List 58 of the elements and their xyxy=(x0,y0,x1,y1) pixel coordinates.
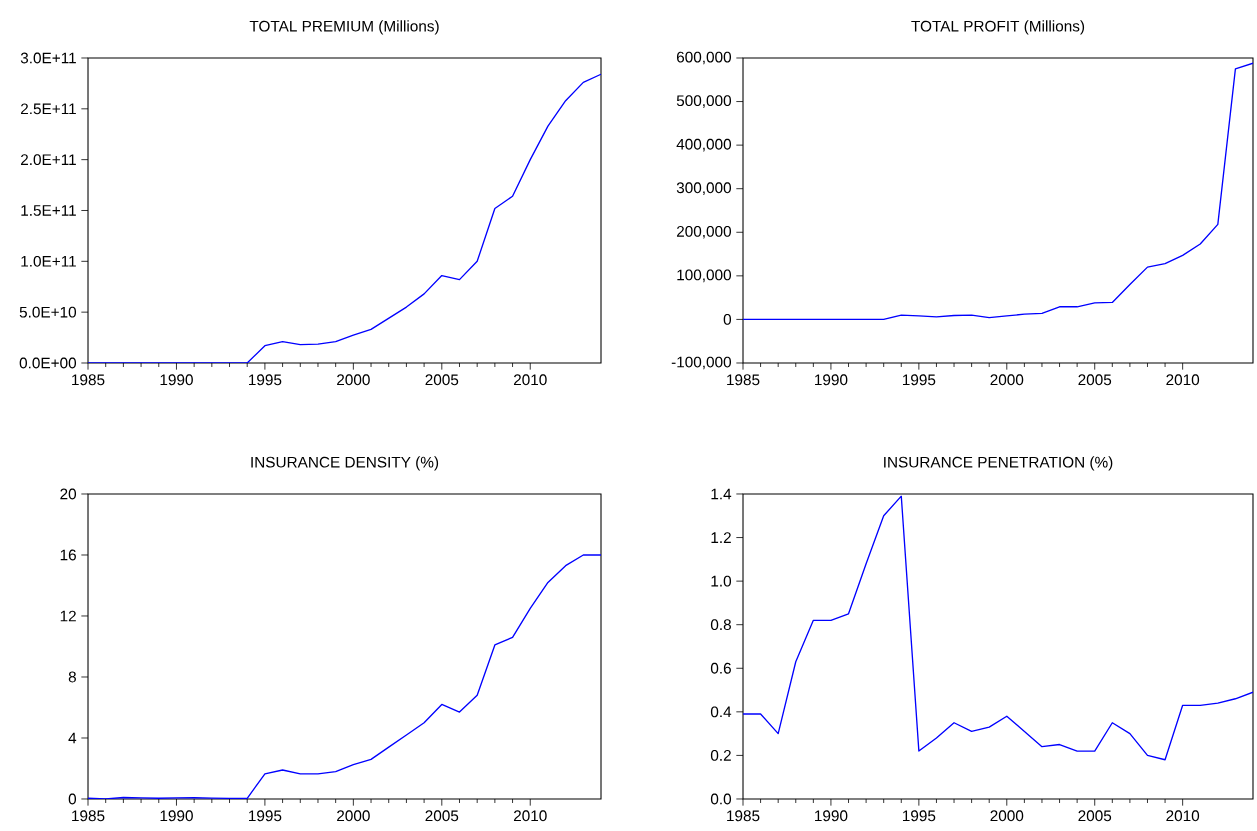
y-tick-label: 20 xyxy=(60,488,77,500)
y-tick-label: 0.0E+00 xyxy=(19,357,77,369)
y-tick-label: 16 xyxy=(60,549,76,561)
y-tick-label: 0.0 xyxy=(710,793,732,805)
y-tick-label: 0.4 xyxy=(710,706,732,718)
x-tick-label: 2010 xyxy=(513,810,547,822)
x-tick-label: 2005 xyxy=(1078,374,1112,386)
y-tick-label: 0.6 xyxy=(710,662,731,674)
x-tick-label: 1995 xyxy=(249,810,282,822)
x-tick-label: 2000 xyxy=(990,810,1024,822)
x-tick-label: 1990 xyxy=(160,374,193,386)
y-tick-label: 1.5E+11 xyxy=(21,205,76,216)
x-tick-label: 2000 xyxy=(337,810,370,822)
y-tick-label: 100,000 xyxy=(677,269,732,283)
y-tick-label: 2.5E+11 xyxy=(21,103,76,115)
y-tick-label: 0 xyxy=(723,313,732,325)
chart-title: TOTAL PREMIUM (Millions) xyxy=(249,20,439,35)
y-tick-label: 200,000 xyxy=(676,225,732,239)
x-tick-label: 2010 xyxy=(1166,810,1200,822)
x-tick-label: 2010 xyxy=(513,374,547,386)
y-tick-label: 300,000 xyxy=(676,182,732,196)
y-tick-label: 8 xyxy=(68,671,76,683)
y-tick-label: 400,000 xyxy=(676,138,732,152)
y-tick-label: 0.8 xyxy=(710,619,731,631)
y-tick-label: 500,000 xyxy=(676,95,732,108)
x-tick-label: 1995 xyxy=(249,374,282,386)
y-tick-label: 12 xyxy=(60,610,76,622)
x-tick-label: 2000 xyxy=(337,374,370,386)
x-tick-label: 1990 xyxy=(160,810,193,822)
chart-title: INSURANCE DENSITY (%) xyxy=(251,456,439,471)
y-tick-label: 4 xyxy=(68,732,77,744)
y-tick-label: 1.0 xyxy=(711,575,732,587)
x-tick-label: 1990 xyxy=(815,810,848,822)
chart-title: TOTAL PROFIT (Millions) xyxy=(911,20,1085,35)
chart-title: INSURANCE PENETRATION (%) xyxy=(884,456,1113,471)
x-tick-label: 2010 xyxy=(1166,374,1200,386)
x-tick-label: 1985 xyxy=(72,810,105,822)
x-tick-label: 1985 xyxy=(727,810,760,822)
y-tick-label: 0 xyxy=(68,793,77,805)
x-tick-label: 2000 xyxy=(990,374,1024,386)
x-tick-label: 1985 xyxy=(72,374,105,386)
x-tick-label: 1995 xyxy=(902,374,936,386)
x-tick-label: 2005 xyxy=(425,374,459,386)
y-tick-label: 1.4 xyxy=(711,488,732,500)
y-tick-label: -100,000 xyxy=(671,356,732,370)
y-tick-label: 2.0E+11 xyxy=(21,154,76,166)
line-series xyxy=(88,554,601,799)
x-tick-label: 2005 xyxy=(425,810,459,822)
x-tick-label: 2005 xyxy=(1078,810,1112,822)
y-tick-label: 600,000 xyxy=(676,51,732,65)
x-tick-label: 1990 xyxy=(815,374,848,386)
y-tick-label: 1.2 xyxy=(711,532,731,543)
y-tick-label: 3.0E+11 xyxy=(20,52,76,64)
y-tick-label: 1.0E+11 xyxy=(21,255,76,267)
y-tick-label: 5.0E+10 xyxy=(19,306,77,318)
x-tick-label: 1995 xyxy=(902,810,936,822)
x-tick-label: 1985 xyxy=(727,374,760,386)
y-tick-label: 0.2 xyxy=(710,749,731,761)
